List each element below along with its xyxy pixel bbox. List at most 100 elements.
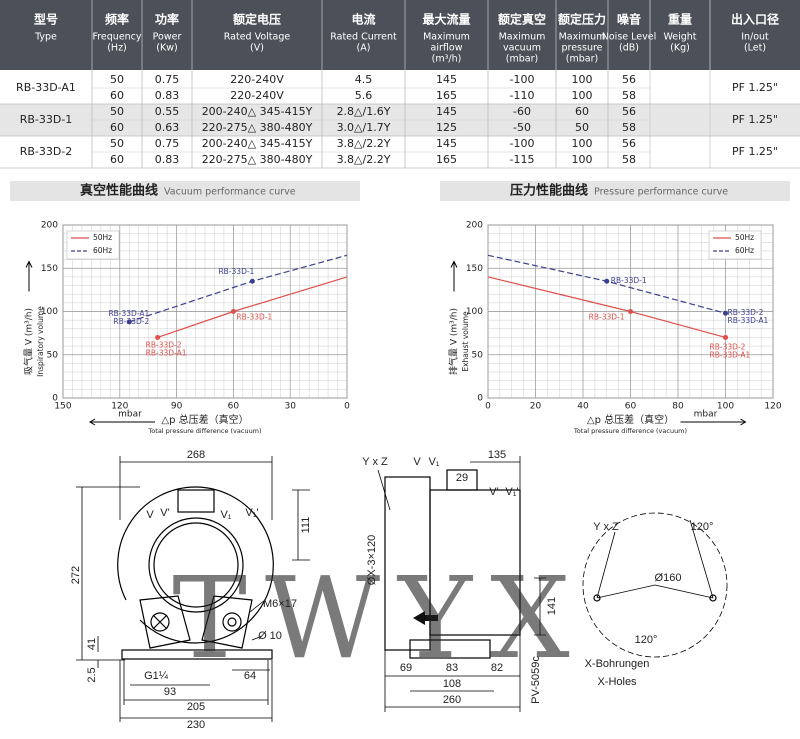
table-header-bg bbox=[0, 0, 800, 70]
point-label: RB-33D-2 bbox=[728, 308, 764, 317]
dimension-label: Ø160 bbox=[655, 572, 682, 584]
x-tick-label: 60 bbox=[228, 402, 240, 412]
cell: 145 bbox=[436, 73, 457, 86]
cell: 0.75 bbox=[155, 137, 180, 150]
header-label: 额定电压 bbox=[233, 12, 281, 27]
point-label: RB-33D-2 bbox=[146, 340, 182, 349]
chart-title: 真空性能曲线 bbox=[80, 183, 158, 199]
legend-label: 60Hz bbox=[93, 246, 112, 255]
header-sub: (m³/h) bbox=[432, 54, 462, 65]
x-tick-label: 100 bbox=[717, 402, 734, 412]
cell: 0.83 bbox=[155, 153, 180, 166]
y-tick-label: 50 bbox=[47, 350, 59, 360]
point-label: RB-33D-A1 bbox=[728, 316, 769, 325]
dimension-label: 272 bbox=[70, 566, 82, 584]
x-tick-label: 20 bbox=[530, 402, 542, 412]
port: PF 1.25" bbox=[732, 145, 778, 158]
model: RB-33D-1 bbox=[20, 113, 73, 126]
cell: 50 bbox=[110, 137, 124, 150]
header-sub: Maximum bbox=[499, 32, 546, 43]
marker bbox=[126, 319, 132, 325]
marker bbox=[230, 309, 236, 314]
dimension-label: G1¼ bbox=[144, 670, 169, 682]
header-label: 重量 bbox=[668, 12, 692, 27]
dimension-label: 29 bbox=[456, 472, 468, 484]
cell: 220-240V bbox=[230, 73, 284, 86]
legend-box bbox=[66, 230, 120, 260]
dimension-label: 120° bbox=[691, 521, 714, 533]
hole bbox=[593, 594, 601, 602]
flow-arrow bbox=[413, 611, 438, 625]
cell: 50 bbox=[110, 105, 124, 118]
marker bbox=[604, 278, 610, 284]
header-sub: (Kg) bbox=[670, 43, 690, 54]
watermark: TWYX bbox=[172, 554, 588, 684]
x-axis-label: △p 总压差（真空） bbox=[161, 413, 248, 426]
port-cross bbox=[152, 614, 168, 630]
y-arrow bbox=[450, 260, 458, 292]
dimension-label: Ø 10 bbox=[258, 630, 282, 642]
cell: 100 bbox=[572, 153, 593, 166]
outlet bbox=[446, 469, 478, 491]
header-sub: (Hz) bbox=[107, 43, 127, 54]
y-tick-label: 150 bbox=[41, 264, 58, 274]
cell: -60 bbox=[513, 105, 531, 118]
x-unit: mbar bbox=[118, 410, 142, 420]
point-label: RB-33D-1 bbox=[589, 313, 625, 322]
cell: 0.55 bbox=[155, 105, 180, 118]
x-tick-label: 150 bbox=[54, 402, 71, 412]
x-axis-label-en: Total pressure difference (vacuum) bbox=[147, 427, 261, 435]
cell: 165 bbox=[436, 89, 457, 102]
legend-box bbox=[708, 230, 762, 260]
dimension-label: 64 bbox=[244, 670, 256, 682]
dimension-label: 69 bbox=[400, 662, 412, 674]
x-tick-label: 120 bbox=[111, 402, 128, 412]
legend-label: 50Hz bbox=[735, 233, 754, 242]
header-sub: pressure bbox=[561, 43, 602, 54]
header-sub: (mbar) bbox=[506, 54, 538, 65]
leader-lines bbox=[596, 519, 714, 599]
y-tick-label: 100 bbox=[41, 307, 58, 317]
base bbox=[409, 639, 491, 659]
cell: 56 bbox=[622, 105, 636, 118]
cell: 58 bbox=[622, 89, 636, 102]
dimension-label: 230 bbox=[187, 719, 205, 731]
marker bbox=[155, 334, 161, 340]
port: PF 1.25" bbox=[732, 113, 778, 126]
dimension-label: V bbox=[146, 509, 154, 521]
header-sub: Noise Level bbox=[602, 32, 656, 43]
cell: 220-275△ 380-480Y bbox=[202, 121, 313, 134]
cell: 50 bbox=[110, 73, 124, 86]
header-label: 出入口径 bbox=[731, 12, 779, 27]
cell: 56 bbox=[622, 73, 636, 86]
dimension-label: V₁ bbox=[428, 456, 439, 468]
chart-subtitle: Pressure performance curve bbox=[594, 187, 728, 198]
cell: 58 bbox=[622, 121, 636, 134]
marker bbox=[628, 309, 633, 314]
dimension-label: X-Holes bbox=[597, 676, 637, 688]
dimension-lines bbox=[76, 456, 310, 722]
hole bbox=[709, 594, 717, 602]
dimension-label: 205 bbox=[187, 701, 205, 713]
header-sub: (mbar) bbox=[566, 54, 598, 65]
header-sub: (V) bbox=[250, 43, 264, 54]
port bbox=[150, 612, 170, 632]
base bbox=[121, 649, 273, 660]
y-tick-label: 200 bbox=[466, 221, 483, 231]
front-view bbox=[76, 456, 310, 722]
header-sub: Frequency bbox=[92, 32, 141, 43]
lug bbox=[139, 595, 253, 649]
cell: 56 bbox=[622, 137, 636, 150]
dimension-label: 2.5 bbox=[86, 667, 98, 682]
y-axis-label-en: Inspiratory volume bbox=[36, 306, 45, 377]
x-tick-label: 80 bbox=[672, 402, 684, 412]
cell: 100 bbox=[572, 73, 593, 86]
x-tick-label: 0 bbox=[344, 402, 350, 412]
dimension-label: 93 bbox=[164, 686, 176, 698]
dimension-label: Y x Z bbox=[362, 456, 388, 468]
y-tick-label: 0 bbox=[477, 394, 483, 404]
header-sub: (Let) bbox=[744, 43, 766, 54]
bolt-circle bbox=[582, 512, 728, 658]
dimension-label: 135 bbox=[488, 449, 506, 461]
